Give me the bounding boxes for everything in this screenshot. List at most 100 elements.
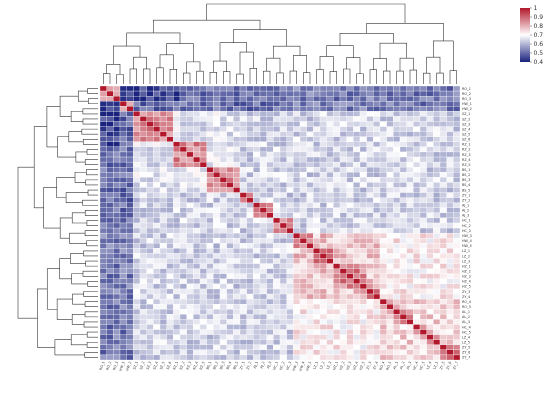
heatmap-cell (233, 126, 241, 132)
heatmap-cell (239, 106, 247, 112)
dendrogram-branch (219, 42, 247, 62)
heatmap-cell (286, 202, 294, 208)
heatmap-cell (139, 278, 147, 285)
heatmap-cell (99, 202, 107, 208)
heatmap-cell (339, 258, 347, 264)
heatmap-cell (133, 273, 141, 279)
heatmap-cell (159, 131, 167, 137)
heatmap-cell (333, 101, 341, 107)
heatmap-cell (213, 248, 221, 254)
heatmap-cell (426, 141, 434, 148)
heatmap-cell (339, 121, 347, 127)
heatmap-cell (413, 329, 421, 335)
heatmap-cell (326, 334, 334, 340)
heatmap-cell (319, 283, 327, 290)
heatmap-cell (439, 243, 447, 249)
heatmap-cell (153, 253, 161, 259)
heatmap-cell (326, 238, 334, 244)
heatmap-cell (213, 151, 221, 158)
heatmap-cell (359, 106, 367, 112)
heatmap-cell (293, 222, 301, 229)
heatmap-cell (359, 222, 367, 229)
heatmap-cell (306, 268, 314, 274)
heatmap-cell (153, 309, 161, 315)
heatmap-cell (413, 192, 421, 198)
heatmap-cell (246, 126, 254, 132)
heatmap-cell (126, 192, 134, 198)
heatmap-cell (126, 349, 134, 356)
heatmap-cell (226, 136, 234, 142)
heatmap-cell (439, 227, 447, 234)
heatmap-cell (193, 197, 201, 203)
heatmap-cell (173, 151, 181, 158)
heatmap-cell (279, 258, 287, 264)
heatmap-cell (279, 227, 287, 234)
heatmap-cell (166, 116, 174, 122)
heatmap-cell (293, 293, 301, 300)
heatmap-cell (179, 334, 187, 340)
heatmap-cell (299, 187, 307, 193)
heatmap-cell (179, 192, 187, 198)
heatmap-cell (286, 248, 294, 254)
column-label: BS_1 (206, 361, 213, 370)
heatmap-cell (446, 283, 454, 290)
heatmap-cell (399, 248, 407, 254)
heatmap-cell (386, 288, 394, 295)
heatmap-cell (279, 126, 287, 132)
heatmap-cell (186, 85, 194, 92)
heatmap-cell (433, 329, 441, 335)
heatmap-cell (259, 217, 267, 224)
heatmap-cell (339, 344, 347, 350)
dendrogram-branch (346, 57, 361, 74)
heatmap-cell (293, 182, 301, 188)
heatmap-cell (113, 273, 121, 279)
heatmap-cell (313, 339, 321, 345)
column-label: SZ_2 (139, 361, 146, 370)
heatmap-cell (299, 161, 307, 168)
heatmap-cell (413, 309, 421, 315)
heatmap-cell (299, 304, 307, 310)
heatmap-cell (286, 273, 294, 279)
heatmap-cell (106, 217, 114, 224)
heatmap-cell (406, 222, 414, 229)
row-label: LZ_5 (462, 341, 470, 345)
heatmap-cell (173, 253, 181, 259)
heatmap-cell (306, 182, 314, 188)
heatmap-cell (273, 298, 281, 305)
heatmap-cell (159, 96, 167, 102)
heatmap-cell (279, 283, 287, 290)
heatmap-cell (239, 349, 247, 356)
row-label: HZ_1 (462, 264, 471, 268)
heatmap-cell (199, 339, 207, 345)
heatmap-cell (439, 232, 447, 239)
heatmap-cell (406, 85, 414, 92)
heatmap-cell (239, 258, 247, 264)
heatmap-cell (119, 263, 127, 269)
heatmap-cell (446, 207, 454, 213)
heatmap-cell (286, 314, 294, 320)
heatmap-cell (306, 187, 314, 193)
heatmap-cell (199, 298, 207, 305)
heatmap-cell (366, 304, 374, 310)
heatmap-cell (433, 278, 441, 285)
heatmap-cell (99, 283, 107, 290)
legend-colorbar (520, 8, 530, 62)
heatmap-cell (279, 177, 287, 183)
heatmap-cell (446, 121, 454, 127)
heatmap-cell (226, 182, 234, 188)
heatmap-cell (279, 212, 287, 219)
heatmap-cell (206, 217, 214, 224)
dendrogram-branch (56, 177, 76, 198)
heatmap-cell (366, 116, 374, 122)
heatmap-cell (453, 85, 461, 92)
heatmap-cell (453, 202, 461, 208)
heatmap-cell (186, 187, 194, 193)
heatmap-cell (339, 101, 347, 107)
heatmap-cell (319, 131, 327, 137)
heatmap-cell (159, 217, 167, 224)
heatmap-cell (99, 106, 107, 112)
heatmap-cell (253, 217, 261, 224)
heatmap-cell (166, 202, 174, 208)
heatmap-cell (446, 167, 454, 173)
heatmap-cell (113, 263, 121, 269)
